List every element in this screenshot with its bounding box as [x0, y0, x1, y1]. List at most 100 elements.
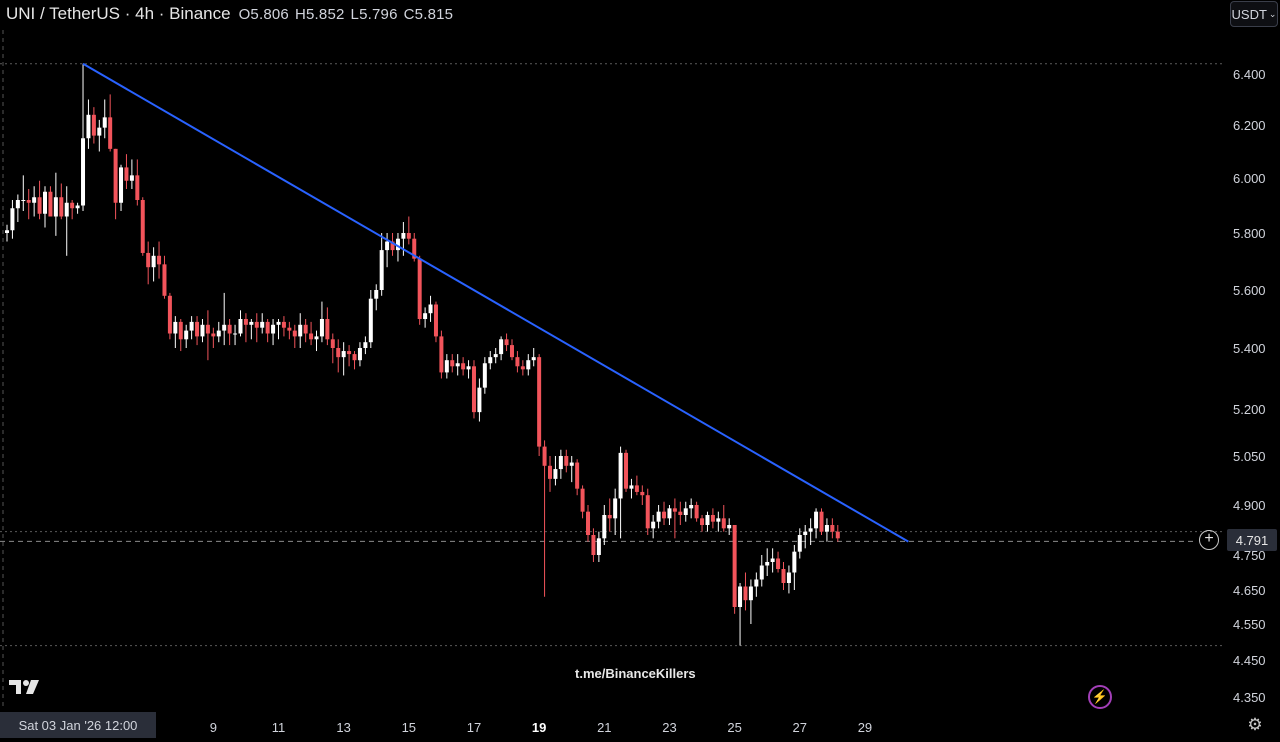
candle [645, 488, 650, 535]
candle-body [537, 357, 542, 447]
candle [618, 446, 623, 539]
gear-icon[interactable]: ⚙ [1247, 715, 1263, 734]
candle [309, 321, 314, 346]
tradingview-logo-icon[interactable] [9, 678, 43, 696]
candle [776, 551, 781, 573]
candle [260, 313, 265, 334]
candle [178, 319, 183, 352]
candle [455, 354, 460, 376]
candle-body [129, 175, 134, 181]
time-axis[interactable]: 9 11 13 15 17 19 21 23 25 27 29 [210, 720, 872, 735]
candle-body [352, 354, 357, 361]
candle-body [819, 511, 824, 532]
candle [672, 498, 677, 539]
candle [352, 351, 357, 370]
candle-body [108, 117, 113, 149]
candle-body [716, 518, 721, 522]
candle [759, 555, 764, 587]
candle [537, 354, 542, 456]
candle-body [254, 321, 259, 328]
candle [157, 241, 162, 279]
candle-body [656, 511, 661, 522]
candle-body [748, 586, 753, 601]
candle [254, 313, 259, 343]
candle [211, 327, 216, 348]
candle-body [629, 485, 634, 489]
candle-body [672, 508, 677, 512]
candle [167, 292, 172, 340]
candle-body [227, 324, 232, 334]
plus-icon: + [1204, 530, 1214, 547]
candle-body [26, 200, 31, 203]
candle [374, 284, 379, 311]
price-tick-label: 4.750 [1233, 548, 1266, 563]
candle [596, 531, 601, 562]
candle [694, 501, 699, 522]
time-tick-label: 25 [727, 720, 741, 735]
candle [216, 321, 221, 343]
price-axis[interactable]: 6.400 6.200 6.000 5.800 5.600 5.400 5.200 5.050… [1233, 67, 1266, 705]
candle [433, 301, 438, 343]
add-alert-button[interactable]: + [1199, 530, 1219, 550]
candle-body [700, 518, 705, 525]
candle [205, 310, 210, 361]
lightning-icon[interactable]: ⚡ [1088, 685, 1112, 709]
candle-body [710, 515, 715, 522]
candle [102, 99, 107, 139]
candle-body [509, 345, 514, 358]
candle-body [678, 511, 683, 515]
candle-body [808, 528, 813, 532]
candle [792, 545, 797, 590]
candle-body [814, 511, 819, 529]
candle [43, 186, 48, 228]
candle [385, 233, 390, 268]
descending-trendline[interactable] [82, 62, 909, 543]
candle-body [43, 191, 48, 214]
candle-body [184, 330, 189, 340]
candle-body [173, 321, 178, 334]
candle [276, 319, 281, 340]
candle-body [81, 138, 86, 206]
candle [303, 319, 308, 343]
candle [347, 345, 352, 367]
price-tick-label: 4.350 [1233, 690, 1266, 705]
candle [732, 525, 737, 614]
candle-body [770, 558, 775, 562]
candle-body [347, 351, 352, 355]
candle [124, 154, 129, 189]
close-value: C5.815 [403, 6, 454, 23]
candle [292, 324, 297, 348]
candle [548, 456, 552, 492]
candle [683, 501, 688, 522]
candle [705, 511, 710, 532]
candle [488, 351, 493, 370]
candle [738, 583, 743, 646]
low-value: L5.796 [350, 6, 398, 23]
candle-body [151, 255, 156, 268]
candle-body [776, 558, 781, 569]
price-tick-label: 5.800 [1233, 226, 1266, 241]
candle-body [624, 452, 629, 489]
candle [824, 518, 829, 542]
candle-body [276, 321, 281, 325]
candle-body [281, 321, 286, 328]
candle-body [743, 586, 748, 601]
candle-body [167, 295, 172, 334]
price-tick-label: 4.650 [1233, 583, 1266, 598]
candle-body [292, 330, 297, 337]
candle [482, 357, 487, 394]
candle-body [835, 531, 840, 539]
candle-body [211, 333, 216, 337]
currency-selector[interactable]: USDT ⌄ [1230, 1, 1278, 27]
candle-body [580, 488, 585, 512]
candle [265, 319, 270, 343]
candle-body [222, 324, 227, 331]
candle-body [705, 515, 710, 525]
symbol-title[interactable]: UNI / TetherUS · 4h · Binance [6, 4, 231, 23]
candle-body [439, 336, 444, 373]
candle-body [309, 333, 314, 340]
candle-body [178, 321, 183, 340]
price-tick-label: 5.050 [1233, 449, 1266, 464]
candle-body [542, 446, 547, 466]
